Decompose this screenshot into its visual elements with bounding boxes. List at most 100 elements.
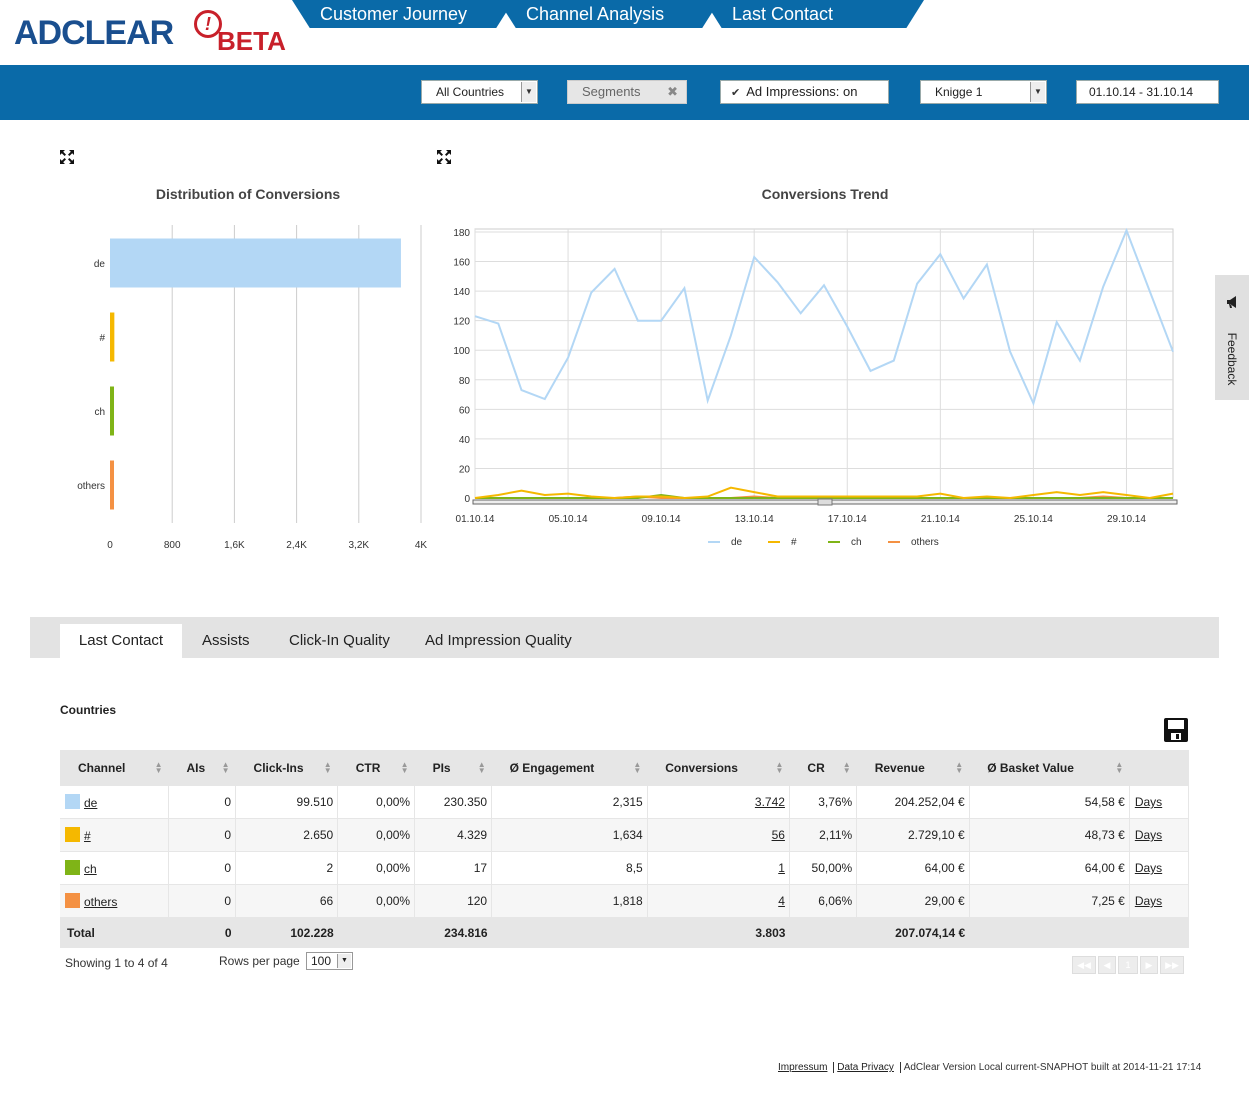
distribution-bar-chart: 0 800 1,6K 2,4K 3,2K 4K de # ch others	[77, 225, 428, 551]
sort-icon: ▲ ▼	[221, 760, 230, 775]
bar-x-tick-label: 4K	[415, 540, 428, 551]
cell-ais: 0	[168, 851, 237, 885]
first-page-button[interactable]: ◀◀	[1072, 956, 1096, 974]
cell-pis: 4.329	[414, 818, 493, 852]
last-page-button[interactable]: ▶▶	[1160, 956, 1184, 974]
x-tick-label: 01.10.14	[456, 514, 495, 525]
plot-frame	[474, 228, 1174, 499]
nav-tab-channel-analysis[interactable]: Channel Analysis	[498, 0, 720, 28]
cell-revenue: 204.252,04 €	[856, 786, 970, 819]
tab-assists[interactable]: Assists	[202, 624, 250, 658]
legend-label: de	[731, 537, 743, 548]
y-tick-label: 20	[459, 464, 471, 475]
col-header-conversions[interactable]: Conversions ▲ ▼	[647, 750, 790, 786]
tab-label: Last Contact	[78, 632, 164, 649]
channel-color-swatch	[65, 827, 80, 842]
nav-tab-last-contact[interactable]: Last Contact	[704, 0, 924, 28]
legend-label: ch	[851, 537, 862, 548]
bar-x-tick-label: 2,4K	[286, 540, 307, 551]
rows-per-page-select[interactable]: 100 ▼	[306, 952, 353, 970]
conversions-link[interactable]: 4	[778, 894, 785, 908]
cell-engagement: 1,818	[491, 884, 648, 918]
close-icon[interactable]: ✖	[667, 84, 678, 99]
impressum-link[interactable]: Impressum	[778, 1062, 828, 1073]
x-tick-label: 05.10.14	[549, 514, 588, 525]
col-header-basket-value[interactable]: Ø Basket Value ▲ ▼	[969, 750, 1130, 786]
cell-basket-value: 64,00 €	[969, 851, 1130, 885]
days-link[interactable]: Days	[1134, 894, 1163, 908]
cell-click-ins: 2	[235, 851, 339, 885]
tab-last-contact[interactable]: Last Contact	[60, 624, 182, 658]
cell-click-ins: 99.510	[235, 786, 339, 819]
bar-category-label: ch	[94, 407, 105, 418]
save-icon[interactable]	[1164, 718, 1188, 742]
data-privacy-link[interactable]: Data Privacy	[837, 1062, 894, 1073]
col-header-channel[interactable]: Channel ▲ ▼	[60, 750, 169, 786]
bar-category-label: others	[77, 481, 105, 492]
chevron-down-icon: ▼	[521, 82, 536, 102]
col-header-ctr[interactable]: CTR ▲ ▼	[337, 750, 415, 786]
col-header-ais[interactable]: AIs ▲ ▼	[168, 750, 236, 786]
y-tick-label: 80	[459, 376, 471, 387]
conversions-link[interactable]: 3.742	[754, 795, 785, 809]
ad-impressions-toggle[interactable]: ✔ Ad Impressions: on	[720, 80, 889, 104]
col-header-pis[interactable]: PIs ▲ ▼	[414, 750, 492, 786]
expand-icon[interactable]	[59, 149, 75, 165]
cell-revenue: 29,00 €	[856, 884, 970, 918]
cell-ctr: 0,00%	[337, 818, 416, 852]
channel-link[interactable]: others	[84, 895, 118, 909]
total-revenue: 207.074,14 €	[856, 917, 970, 948]
cell-ais: 0	[168, 786, 237, 819]
cell-pis: 120	[414, 884, 493, 918]
days-link[interactable]: Days	[1134, 795, 1163, 809]
segments-button[interactable]: Segments ✖	[567, 80, 687, 104]
x-tick-label: 29.10.14	[1107, 514, 1146, 525]
tab-ad-impression-quality[interactable]: Ad Impression Quality	[425, 624, 572, 658]
table-row: #0 2.650 0,00% 4.329 1,634 56 2,11% 2.729,10 €4…	[60, 818, 1190, 852]
header-label: Revenue	[874, 761, 925, 775]
date-range-picker[interactable]: 01.10.14 - 31.10.14	[1076, 80, 1219, 104]
channel-link[interactable]: #	[84, 829, 91, 843]
showing-count: Showing 1 to 4 of 4	[65, 956, 168, 970]
tab-click-in-quality[interactable]: Click-In Quality	[289, 624, 390, 658]
nav-tab-customer-journey[interactable]: Customer Journey	[292, 0, 514, 28]
cell-cr: 50,00%	[789, 851, 858, 885]
cell-conversions: 1	[647, 851, 790, 885]
header-label: AIs	[186, 761, 206, 775]
cell-engagement: 8,5	[491, 851, 648, 885]
channel-link[interactable]: ch	[84, 862, 97, 876]
countries-table: Channel ▲ ▼ AIs ▲ ▼ Click-Ins ▲ ▼ CTR ▲ ▼ PIs ▲ ▼ …	[60, 750, 1190, 948]
series-line-ch	[475, 493, 1173, 499]
cell-basket-value: 54,58 €	[969, 786, 1130, 819]
prev-page-button[interactable]: ◀	[1098, 956, 1116, 974]
cell-ctr: 0,00%	[337, 851, 416, 885]
sort-icon: ▲ ▼	[775, 760, 784, 775]
days-link[interactable]: Days	[1134, 861, 1163, 875]
conversions-link[interactable]: 56	[771, 828, 785, 842]
cell-conversions: 3.742	[647, 786, 790, 819]
country-select-value: All Countries	[436, 85, 505, 99]
series-line-de	[474, 227, 1174, 407]
col-header-revenue[interactable]: Revenue ▲ ▼	[856, 750, 970, 786]
header-label: CTR	[355, 761, 381, 775]
conversions-link[interactable]: 1	[778, 861, 785, 875]
page-number-button[interactable]: 1	[1118, 956, 1138, 974]
expand-icon[interactable]	[436, 149, 452, 165]
sort-icon: ▲ ▼	[633, 760, 642, 775]
channel-link[interactable]: de	[84, 796, 98, 810]
total-empty	[789, 917, 857, 948]
col-header-engagement[interactable]: Ø Engagement ▲ ▼	[491, 750, 648, 786]
cell-revenue: 2.729,10 €	[856, 818, 970, 852]
profile-select[interactable]: Knigge 1 ▼	[920, 80, 1047, 104]
cell-engagement: 1,634	[491, 818, 648, 852]
feedback-tab[interactable]: Feedback	[1215, 275, 1249, 400]
col-header-cr[interactable]: CR ▲ ▼	[789, 750, 857, 786]
days-link[interactable]: Days	[1134, 828, 1163, 842]
total-empty	[969, 917, 1130, 948]
next-page-button[interactable]: ▶	[1140, 956, 1158, 974]
col-header-click-ins[interactable]: Click-Ins ▲ ▼	[235, 750, 338, 786]
cell-channel: ch	[60, 851, 170, 885]
cell-pis: 17	[414, 851, 493, 885]
country-select[interactable]: All Countries ▼	[421, 80, 538, 104]
y-tick-label: 40	[459, 435, 471, 446]
